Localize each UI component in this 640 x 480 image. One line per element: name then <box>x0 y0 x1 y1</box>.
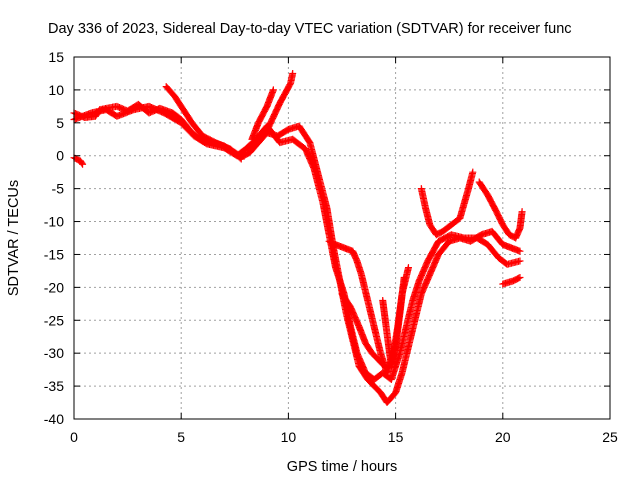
series-track-12 <box>70 154 87 168</box>
y-tick-label: 10 <box>48 82 64 98</box>
plot-frame <box>73 56 611 420</box>
x-tick-label: 25 <box>602 429 618 445</box>
data-point <box>236 154 244 162</box>
y-tick-label: -40 <box>44 411 64 427</box>
series-track-4 <box>248 86 277 143</box>
axis-ticks: -40 -35 -30 -25 -20 -15 -10 -5 0 5 10 15 0 5 10 15 20 25 <box>44 49 618 445</box>
x-tick-label: 20 <box>495 429 511 445</box>
series-track-1 <box>70 100 524 407</box>
series-track-7 <box>338 290 389 370</box>
y-tick-label: -5 <box>52 181 65 197</box>
x-tick-label: 15 <box>388 429 404 445</box>
series-track-3 <box>162 83 245 163</box>
data-point <box>380 361 388 369</box>
x-tick-label: 0 <box>70 429 78 445</box>
x-tick-label: 5 <box>177 429 185 445</box>
y-tick-label: -15 <box>44 246 64 262</box>
x-axis-label: GPS time / hours <box>287 459 397 475</box>
data-point <box>516 247 524 255</box>
data-point <box>404 264 412 272</box>
series-track-11 <box>499 273 524 288</box>
series-track-2 <box>70 102 524 384</box>
y-tick-label: -25 <box>44 312 64 328</box>
y-tick-label: 15 <box>48 49 64 65</box>
series-track-10 <box>475 178 526 242</box>
data-point <box>237 155 245 163</box>
data-point <box>518 208 526 216</box>
data-point <box>78 159 86 167</box>
series-track-8 <box>379 273 408 370</box>
y-tick-label: -35 <box>44 378 64 394</box>
series-track-9 <box>417 168 477 239</box>
data-point <box>469 168 477 176</box>
y-tick-label: 5 <box>56 115 64 131</box>
data-point <box>516 257 524 265</box>
chart-title: Day 336 of 2023, Sidereal Day-to-day VTE… <box>48 21 572 37</box>
data-points <box>70 69 526 407</box>
y-tick-label: -10 <box>44 214 64 230</box>
series-track-5 <box>254 69 297 147</box>
y-tick-label: -20 <box>44 279 64 295</box>
y-tick-label: -30 <box>44 345 64 361</box>
data-point <box>269 86 277 94</box>
y-tick-label: 0 <box>56 148 64 164</box>
data-point <box>400 273 408 281</box>
data-point <box>381 362 389 370</box>
data-point <box>516 273 524 281</box>
data-point <box>515 274 523 282</box>
x-tick-label: 10 <box>281 429 297 445</box>
data-point <box>79 160 87 168</box>
data-point <box>289 69 297 77</box>
y-axis-label: SDTVAR / TECUs <box>6 180 22 296</box>
